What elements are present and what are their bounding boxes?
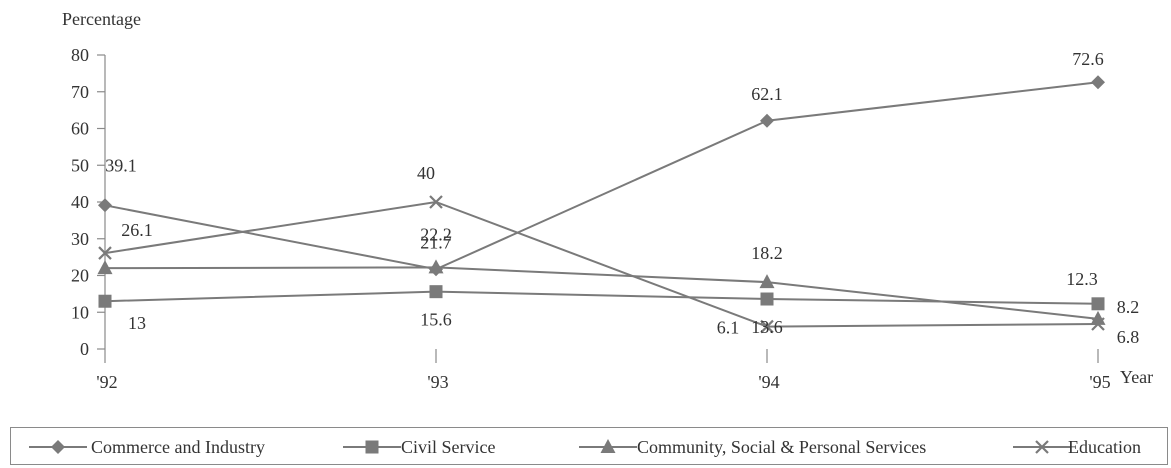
data-label: 39.1 (105, 155, 137, 175)
data-point-marker (429, 285, 443, 299)
data-point-marker (97, 260, 113, 275)
data-label: 72.6 (1072, 49, 1104, 69)
y-tick-label: 60 (71, 119, 89, 139)
data-label: 13.6 (751, 317, 783, 337)
data-label: 26.1 (121, 220, 153, 240)
y-tick-label: 20 (71, 266, 89, 286)
data-point-marker (1091, 317, 1105, 331)
series-3 (98, 195, 1105, 334)
data-point-marker (1091, 75, 1105, 90)
series-2 (97, 259, 1106, 325)
data-point-marker (429, 195, 443, 209)
legend-item: Community, Social & Personal Services (579, 437, 926, 457)
y-tick-label: 50 (71, 155, 89, 175)
y-tick-label: 80 (71, 45, 89, 65)
data-point-marker (98, 246, 112, 260)
data-label: 22.2 (420, 224, 452, 244)
data-point-marker (98, 198, 112, 213)
legend-label: Commerce and Industry (91, 437, 265, 457)
y-tick-label: 10 (71, 302, 89, 322)
series-line (104, 266, 1099, 320)
chart-legend: Commerce and Industry Civil Service Commun… (10, 427, 1168, 465)
data-label: 13 (128, 313, 146, 333)
legend-label: Civil Service (401, 437, 495, 457)
legend-label: Education (1068, 437, 1141, 457)
x-tick-label: '92 (96, 372, 117, 392)
y-tick-label: 70 (71, 82, 89, 102)
data-label: 40 (417, 163, 435, 183)
data-point-marker (760, 319, 774, 334)
data-point-marker (428, 259, 444, 274)
x-marker-stroke (429, 195, 443, 209)
legend-marker (600, 439, 616, 453)
series-1 (98, 285, 1105, 311)
legend-items: Commerce and Industry Civil Service Commun… (29, 437, 1141, 457)
data-label: 15.6 (420, 310, 452, 330)
x-marker-stroke (98, 246, 112, 260)
x-marker-stroke (1035, 440, 1049, 454)
series-line (104, 81, 1099, 271)
y-tick-label: 0 (80, 339, 89, 359)
data-label: 6.8 (1117, 327, 1140, 347)
legend-marker (1035, 440, 1049, 454)
data-label: 8.2 (1117, 297, 1140, 317)
y-axis-title: Percentage (62, 9, 141, 29)
legend-marker (51, 440, 65, 454)
data-label: 18.2 (751, 243, 783, 263)
legend-marker (365, 440, 379, 454)
legend-item: Commerce and Industry (29, 437, 265, 457)
data-label: 6.1 (717, 318, 740, 338)
x-marker-stroke (1091, 317, 1105, 331)
x-marker-stroke (760, 319, 774, 334)
x-tick-label: '94 (758, 372, 779, 392)
data-label: 12.3 (1066, 269, 1098, 289)
y-tick-label: 40 (71, 192, 89, 212)
data-label: 21.7 (420, 232, 452, 252)
series-line (104, 200, 1099, 328)
data-point-marker (1091, 297, 1105, 311)
legend-item: Civil Service (343, 437, 495, 457)
x-tick-label: '93 (427, 372, 448, 392)
y-tick-label: 30 (71, 229, 89, 249)
legend-label: Community, Social & Personal Services (637, 437, 926, 457)
line-chart: Percentage 0 10 20 30 40 50 60 70 80 '92 '93 '94 '95 Y… (62, 9, 1153, 392)
data-point-marker (98, 294, 112, 308)
series-0 (98, 75, 1105, 277)
data-point-marker (760, 113, 774, 128)
x-axis-title: Year (1120, 367, 1153, 387)
legend-item: Education (1013, 437, 1141, 457)
data-label: 62.1 (751, 84, 783, 104)
x-tick-label: '95 (1089, 372, 1110, 392)
data-point-marker (759, 274, 775, 289)
data-point-marker (760, 292, 774, 306)
